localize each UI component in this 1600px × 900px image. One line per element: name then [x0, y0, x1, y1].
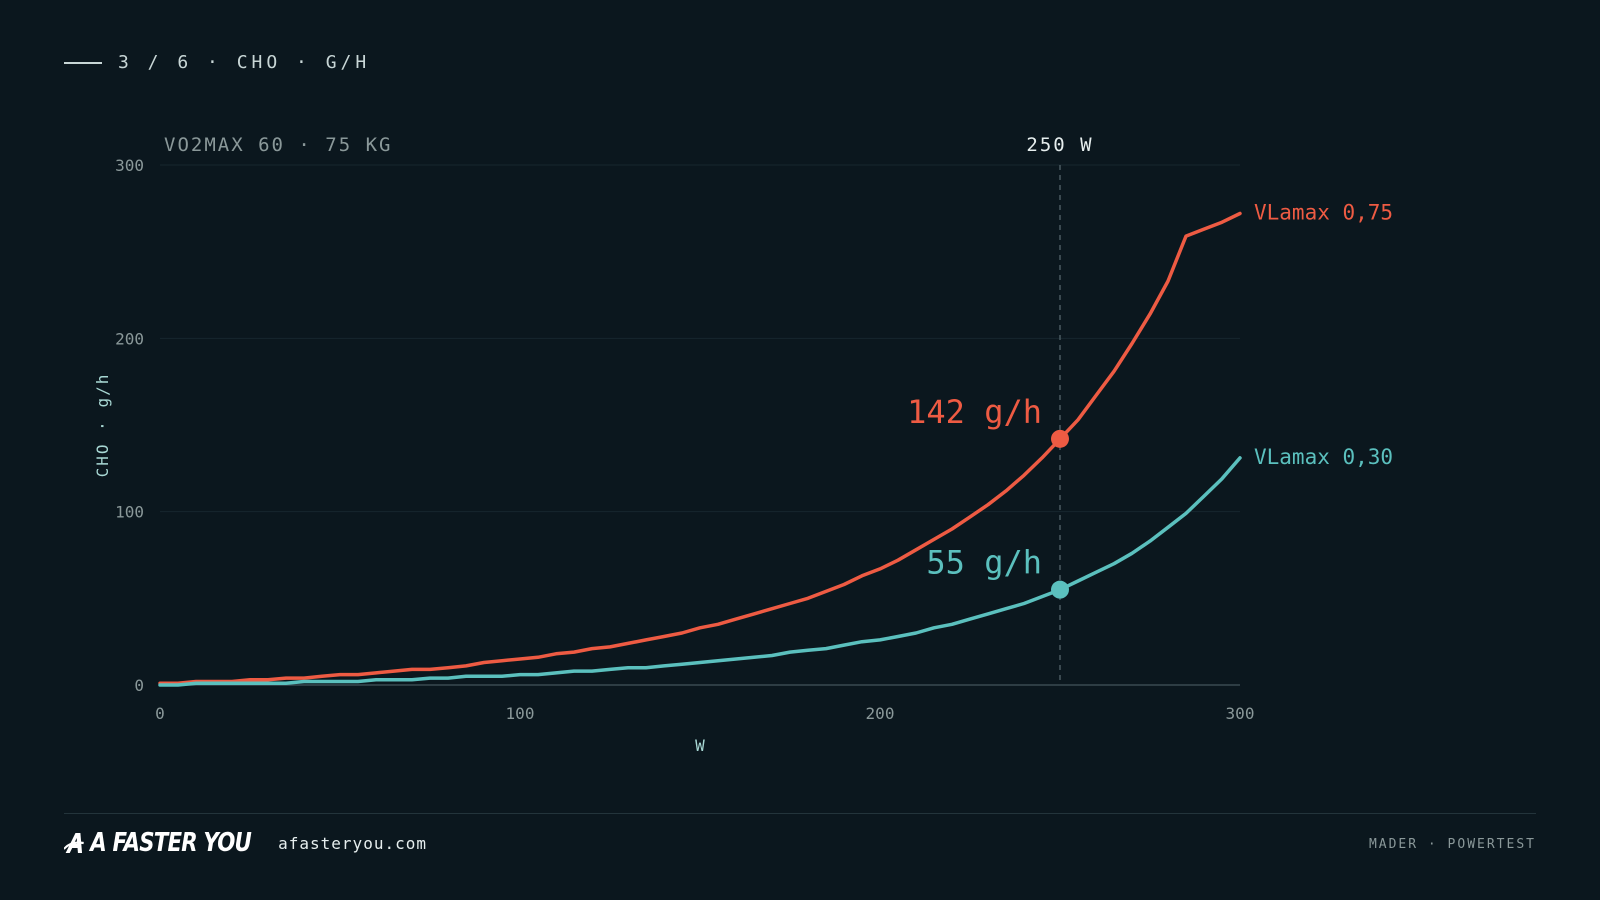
x-tick-label: 200	[866, 704, 895, 723]
point-value-label: 142 g/h	[907, 393, 1042, 431]
slide-counter: 3 / 6 · CHO · G/H	[64, 52, 370, 73]
series-line	[158, 211, 1242, 686]
site-link[interactable]: afasteryou.com	[278, 833, 427, 853]
footer-divider	[64, 813, 1536, 814]
x-tick-label: 300	[1226, 704, 1255, 723]
marker-point	[1051, 429, 1069, 448]
x-tick-label: 0	[155, 704, 165, 723]
axes: 0 100 200 300 0 100 200 300 W CHO · g/h VO2MAX 60 …	[93, 134, 1254, 755]
y-axis-label: CHO · g/h	[93, 373, 112, 478]
brand-mark-icon	[64, 833, 84, 853]
y-tick-label: 0	[134, 676, 144, 695]
y-tick-label: 100	[115, 503, 144, 522]
series-end-label: VLamax 0,30	[1254, 445, 1393, 469]
marker-label: 250 W	[1026, 134, 1093, 156]
header-rule	[64, 61, 102, 64]
x-tick-label: 100	[506, 704, 535, 723]
x-axis-label: W	[695, 736, 705, 755]
series-end-label: VLamax 0,75	[1254, 201, 1393, 225]
y-tick-label: 300	[115, 156, 144, 175]
chart-labels: 250 W VLamax 0,75 142 g/h VLamax 0,30 55 g/h	[907, 134, 1393, 582]
point-value-label: 55 g/h	[926, 544, 1042, 582]
series-line	[158, 456, 1242, 687]
y-tick-label: 200	[115, 329, 144, 348]
footer-brand: A FASTER YOU afasteryou.com	[64, 828, 427, 858]
marker-point	[1051, 580, 1069, 599]
chart-subtitle: VO2MAX 60 · 75 KG	[164, 134, 392, 156]
series-lines	[158, 211, 1242, 687]
grid-lines	[160, 164, 1240, 685]
brand-name: A FASTER YOU	[90, 828, 252, 858]
cho-chart: 0 100 200 300 0 100 200 300 W CHO · g/h VO2MAX 60 …	[93, 134, 1393, 755]
brand-logo: A FASTER YOU	[64, 828, 252, 858]
footer-credit: MADER · POWERTEST	[1368, 837, 1536, 852]
slide-counter-label: 3 / 6 · CHO · G/H	[118, 52, 371, 73]
